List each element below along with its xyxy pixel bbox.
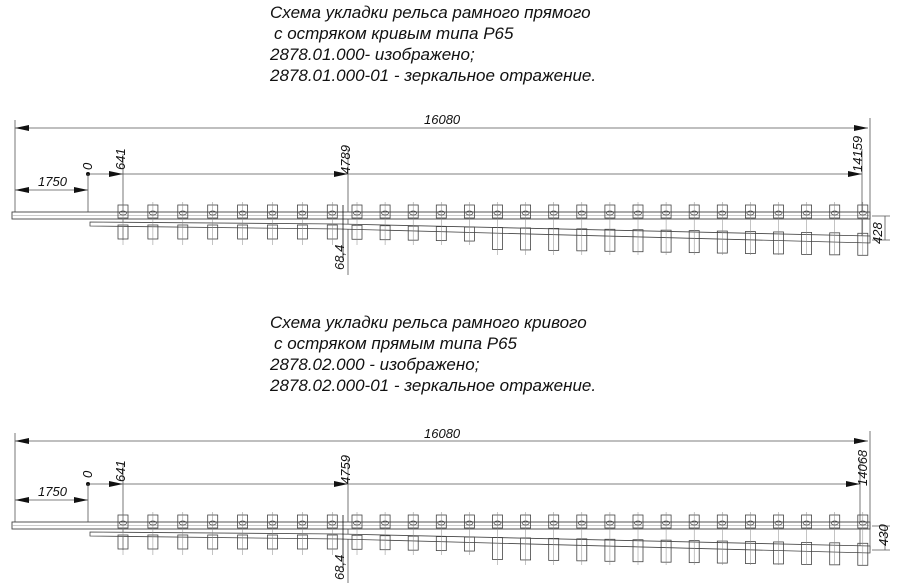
dim-offset: 1750 [38,174,67,189]
arrowhead [854,125,868,131]
diagram-2-title: Схема укладки рельса рамного кривого с о… [270,312,596,396]
dim-gap: 68,4 [332,554,347,580]
diagram-1-title: Схема укладки рельса рамного прямого с о… [270,2,596,86]
title-line: 2878.01.000- изображено; [270,45,475,64]
dim-first-sleeper: 641 [113,148,128,170]
dim-zero: 0 [80,162,95,170]
dim-spread: 428 [870,222,885,244]
dim-end: 14068 [855,449,870,486]
dim-end: 14159 [850,135,865,172]
arrowhead [74,497,88,503]
title-line: 2878.02.000-01 - зеркальное отражение. [270,376,597,395]
dim-spread: 430 [876,524,891,546]
dim-offset: 1750 [38,484,67,499]
title-line: Схема укладки рельса рамного прямого [270,3,591,22]
title-line: с остряком кривым типа Р65 [274,24,514,43]
arrowhead [848,171,862,177]
arrowhead [109,481,123,487]
dim-joint: 4759 [338,455,353,484]
dim-joint: 4789 [338,145,353,174]
arrowhead [846,481,860,487]
arrowhead [15,125,29,131]
title-line: 2878.01.000-01 - зеркальное отражение. [270,66,597,85]
dim-total-length: 16080 [424,426,461,441]
title-line: 2878.02.000 - изображено; [270,355,480,374]
title-line: Схема укладки рельса рамного кривого [270,313,587,332]
arrowhead [74,187,88,193]
dim-gap: 68,4 [332,244,347,270]
dim-zero: 0 [80,470,95,478]
arrowhead [334,171,348,177]
title-line: с остряком прямым типа Р65 [274,334,517,353]
dim-total-length: 16080 [424,112,461,127]
arrowhead [334,481,348,487]
switch-rail [89,531,871,554]
arrowhead [15,187,29,193]
arrowhead [15,438,29,444]
arrowhead [15,497,29,503]
arrowhead [109,171,123,177]
arrowhead [854,438,868,444]
switch-rail [89,221,871,244]
dim-first-sleeper: 641 [113,460,128,482]
